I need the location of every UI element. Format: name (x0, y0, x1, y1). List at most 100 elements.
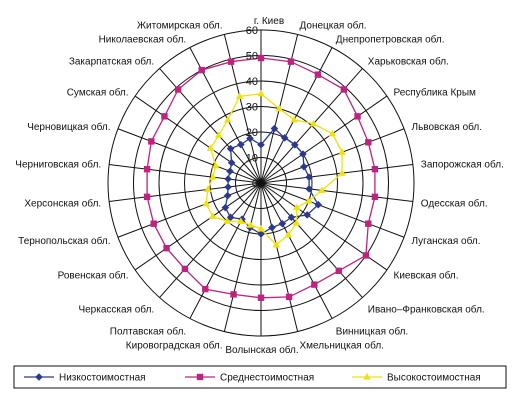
data-point-0-19 (224, 183, 232, 191)
data-point-1-22 (161, 113, 168, 120)
category-label-4: Республика Крым (394, 87, 477, 99)
data-point-0-15 (238, 215, 246, 223)
legend-label-2: Высокостоимостная (387, 373, 481, 384)
category-label-18: Тернопольская обл. (18, 235, 110, 247)
data-point-1-5 (365, 139, 372, 146)
data-point-1-0 (257, 54, 265, 62)
data-point-2-7 (317, 186, 326, 193)
spoke-8 (260, 182, 405, 238)
data-point-0-23 (226, 144, 235, 153)
data-point-1-10 (335, 267, 342, 275)
data-point-2-22 (206, 144, 215, 151)
data-point-2-2 (290, 115, 298, 123)
data-point-1-1 (287, 58, 295, 65)
category-label-5: Львовская обл. (412, 121, 483, 133)
data-point-2-1 (275, 104, 284, 112)
spoke-18 (117, 182, 262, 238)
category-label-24: Николаевская обл. (99, 33, 187, 45)
data-point-2-0 (257, 89, 265, 97)
category-label-21: Черновицкая обл. (27, 121, 110, 133)
series-1 (143, 54, 379, 301)
data-point-0-0 (257, 140, 265, 149)
data-point-0-18 (223, 191, 232, 200)
spoke-10 (260, 182, 363, 298)
legend-marker-2 (363, 373, 371, 380)
data-point-1-23 (174, 86, 182, 93)
spoke-21 (117, 128, 262, 184)
spoke-5 (260, 128, 405, 184)
series-2 (202, 89, 346, 248)
data-point-1-2 (314, 71, 322, 78)
data-point-1-13 (257, 294, 265, 301)
spoke-15 (189, 182, 262, 319)
radial-tick-40: 40 (246, 76, 258, 88)
spoke-12 (260, 182, 299, 332)
data-point-1-19 (143, 193, 151, 201)
category-label-17: Ровенская обл. (58, 270, 129, 282)
data-point-0-13 (257, 230, 265, 238)
data-point-2-12 (272, 240, 281, 248)
category-label-11: Винницкая обл. (336, 326, 408, 338)
data-point-2-23 (214, 131, 223, 138)
category-label-10: Ивано–Франковская обл. (368, 304, 485, 316)
spoke-6 (260, 164, 413, 184)
spoke-17 (134, 182, 262, 271)
data-point-1-24 (198, 66, 205, 74)
data-point-0-4 (299, 150, 307, 158)
spoke-2 (260, 47, 333, 184)
data-point-0-10 (287, 213, 296, 222)
radial-tick-10: 10 (246, 153, 258, 165)
data-point-1-21 (148, 138, 155, 145)
data-point-1-3 (340, 86, 348, 93)
data-point-1-9 (362, 252, 370, 259)
category-label-2: Днепропетровская обл. (336, 33, 445, 45)
data-point-1-8 (365, 220, 372, 227)
data-point-1-20 (143, 165, 151, 173)
category-label-6: Запорожская обл. (421, 159, 504, 171)
radial-tick-labels: 0 10 20 30 40 50 60 (246, 25, 258, 190)
radial-tick-30: 30 (246, 102, 258, 114)
spoke-20 (109, 164, 262, 184)
category-label-3: Харьковская обл. (368, 56, 449, 68)
series-layer (143, 54, 379, 301)
data-point-1-7 (371, 193, 379, 201)
category-labels: г. Киев Донецкая обл.Днепропетровская обл… (15, 16, 504, 356)
data-point-0-5 (300, 162, 308, 171)
data-point-2-20 (209, 173, 217, 180)
category-label-16: Черкасская обл. (78, 304, 154, 316)
data-point-0-25 (246, 134, 254, 143)
data-point-2-10 (292, 219, 301, 226)
data-point-0-1 (270, 124, 279, 133)
data-point-2-8 (304, 197, 313, 204)
category-label-0: г. Киев (254, 16, 284, 27)
spoke-16 (159, 182, 262, 298)
data-point-0-12 (268, 223, 276, 232)
category-label-20: Черниговская обл. (15, 159, 101, 171)
data-point-2-18 (202, 199, 210, 207)
legend-marker-0 (35, 373, 43, 381)
data-point-0-22 (227, 158, 236, 167)
category-label-7: Одесская обл. (421, 197, 488, 209)
data-point-0-3 (291, 141, 299, 149)
data-point-2-13 (257, 224, 265, 232)
spoke-22 (134, 95, 262, 184)
radial-tick-60: 60 (246, 25, 258, 37)
data-point-2-4 (328, 129, 337, 137)
category-label-22: Сумская обл. (67, 87, 129, 99)
radial-tick-0: 0 (252, 178, 258, 190)
legend-label-1: Среднестоимостная (220, 373, 314, 384)
radial-tick-20: 20 (246, 127, 258, 139)
legend-box (13, 365, 507, 389)
data-point-1-18 (150, 220, 157, 227)
data-point-2-11 (284, 230, 293, 238)
data-point-1-14 (230, 291, 237, 298)
category-label-15: Полтавская обл. (110, 326, 186, 338)
data-point-0-11 (278, 219, 287, 228)
data-point-0-17 (221, 203, 230, 212)
data-point-1-17 (163, 244, 170, 252)
category-label-19: Херсонская обл. (24, 197, 101, 209)
legend: Низкостоимостная Среднестоимостная Высокос… (13, 365, 507, 389)
data-point-2-15 (237, 217, 245, 224)
